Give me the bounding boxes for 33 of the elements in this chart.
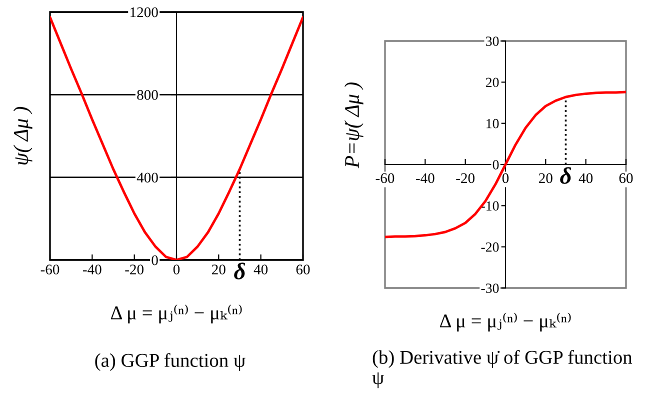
y-tick-label: 400 xyxy=(136,172,158,183)
y-tick-label: 1200 xyxy=(130,7,158,18)
x-tick-label: 40 xyxy=(578,173,593,184)
text: (b) Derivative ψ̇ of GGP function ψ xyxy=(372,350,632,388)
y-tick-label: 0 xyxy=(152,255,158,266)
x-axis-title: Δ μ = μⱼ⁽ⁿ⁾ − μₖ⁽ⁿ⁾ xyxy=(110,304,242,324)
y-axis-title: ψ( Δμ ) xyxy=(13,106,32,165)
ref-line-label: δ xyxy=(560,167,572,184)
x-tick-label: 20 xyxy=(212,264,226,274)
x-tick-label: -60 xyxy=(40,264,60,274)
x-tick-label: -40 xyxy=(82,264,102,274)
y-tick-label: 10 xyxy=(486,118,499,128)
text: (a) GGP function ψ xyxy=(95,353,246,371)
x-tick-label: 60 xyxy=(296,264,310,274)
x-tick-label: -20 xyxy=(125,264,144,274)
y-axis-title: P=ψ̇( Δμ ) xyxy=(344,82,364,168)
x-tick-label: 20 xyxy=(539,173,552,184)
x-tick-label: -60 xyxy=(376,173,394,184)
y-tick-label: 800 xyxy=(137,90,158,100)
ref-line-label: δ xyxy=(234,262,246,280)
y-tick-label: 20 xyxy=(486,78,499,88)
y-tick-label: -10 xyxy=(481,201,499,211)
y-tick-label: 0 xyxy=(492,160,499,170)
x-tick-label: -20 xyxy=(456,173,474,184)
x-tick-label: 0 xyxy=(502,173,509,184)
x-tick-label: 60 xyxy=(619,173,633,184)
x-tick-label: 40 xyxy=(254,264,268,274)
y-tick-label: 30 xyxy=(486,36,499,46)
x-tick-label: 0 xyxy=(173,264,180,274)
x-tick-label: -40 xyxy=(416,173,434,184)
y-tick-label: -30 xyxy=(481,284,499,293)
y-tick-label: -20 xyxy=(481,242,499,252)
x-axis-title: Δ μ = μⱼ⁽ⁿ⁾ − μₖ⁽ⁿ⁾ xyxy=(440,312,571,332)
